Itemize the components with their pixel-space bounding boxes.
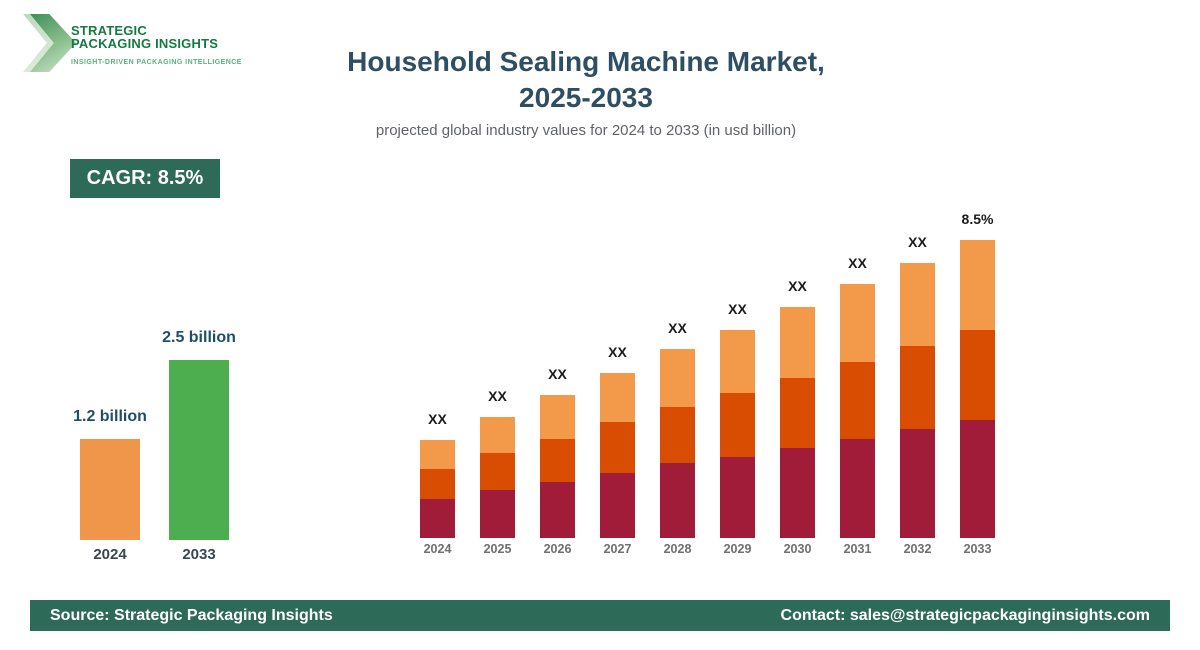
stacked-axis-year-label: 2027	[603, 542, 632, 556]
stacked-axis-year-label: 2026	[543, 542, 572, 556]
stacked-bar-2033-segment-top	[960, 240, 995, 330]
stacked-bar-2032-segment-bottom	[900, 429, 935, 538]
stacked-axis-year-label: 2024	[423, 542, 452, 556]
stacked-bar-2033-segment-bottom	[960, 420, 995, 538]
stacked-axis-year-label: 2033	[963, 542, 992, 556]
stacked-bar-2026-segment-middle	[540, 439, 575, 482]
footer-bar: Source: Strategic Packaging Insights Con…	[30, 600, 1170, 631]
stacked-bar-top-label: XX	[608, 344, 627, 360]
stacked-bar-2026-segment-top	[540, 395, 575, 439]
stacked-bar-top-label: XX	[848, 255, 867, 271]
stacked-bar-2027-segment-middle	[600, 422, 635, 473]
header-block: Household Sealing Machine Market, 2025-2…	[347, 44, 825, 139]
stacked-axis-year-label: 2025	[483, 542, 512, 556]
stacked-bar-2033-segment-middle	[960, 330, 995, 420]
stacked-bar-2024-segment-middle	[420, 469, 455, 499]
mini-axis-year-label: 2033	[182, 546, 216, 563]
stacked-bar-2032-segment-top	[900, 263, 935, 346]
stacked-bar-2028-segment-top	[660, 349, 695, 407]
stacked-bar-2029-segment-middle	[720, 393, 755, 457]
stacked-bar-2030-segment-middle	[780, 378, 815, 448]
mini-bar-value-label: 2.5 billion	[162, 329, 236, 346]
stacked-axis-year-label: 2031	[843, 542, 872, 556]
mini-bar-2033	[169, 360, 229, 540]
logo-tagline: INSIGHT-DRIVEN PACKAGING INTELLIGENCE	[71, 59, 242, 66]
stacked-bar-2031-segment-middle	[840, 362, 875, 439]
stacked-bar-2028-segment-middle	[660, 407, 695, 463]
stacked-bar-2025-segment-top	[480, 417, 515, 453]
stacked-bar-top-label: XX	[548, 366, 567, 382]
stacked-bar-top-label: XX	[488, 388, 507, 404]
stacked-bar-2029-segment-bottom	[720, 457, 755, 538]
stacked-bar-2031-segment-bottom	[840, 439, 875, 538]
stacked-bar-2029-segment-top	[720, 330, 755, 393]
page-subtitle: projected global industry values for 202…	[375, 122, 797, 139]
stacked-bar-2030-segment-top	[780, 307, 815, 378]
logo-chevron-icon	[23, 14, 76, 72]
logo-name-line1: STRATEGIC	[71, 23, 147, 38]
stacked-bar-2030-segment-bottom	[780, 448, 815, 538]
stacked-axis-year-label: 2028	[663, 542, 692, 556]
stacked-bar-2028-segment-bottom	[660, 463, 695, 538]
stacked-bar-2027-segment-top	[600, 373, 635, 422]
stacked-bar-top-label: XX	[788, 278, 807, 294]
stacked-axis-year-label: 2029	[723, 542, 752, 556]
footer-source: Source: Strategic Packaging Insights	[50, 606, 333, 624]
stacked-bar-2032-segment-middle	[900, 346, 935, 429]
stacked-axis-year-label: 2032	[903, 542, 932, 556]
stacked-bar-top-label: XX	[728, 301, 747, 317]
cagr-badge: CAGR: 8.5%	[70, 159, 220, 198]
mini-bar-2024	[80, 439, 140, 540]
stacked-bar-2024-segment-bottom	[420, 499, 455, 538]
stacked-bar-2027-segment-bottom	[600, 473, 635, 538]
stacked-bar-2031-segment-top	[840, 284, 875, 362]
mini-bar-value-label: 1.2 billion	[73, 408, 147, 425]
page-title-line2: 2025-2033	[519, 82, 653, 113]
stacked-bar-2026-segment-bottom	[540, 482, 575, 538]
stacked-bar-2025-segment-middle	[480, 453, 515, 490]
stacked-bar-top-label: XX	[668, 320, 687, 336]
stacked-bar-2024-segment-top	[420, 440, 455, 469]
stacked-bar-top-label: 8.5%	[961, 211, 994, 227]
footer-contact: Contact: sales@strategicpackaginginsight…	[780, 606, 1150, 624]
stacked-bar-2025-segment-bottom	[480, 490, 515, 538]
mini-axis-year-label: 2024	[93, 546, 127, 563]
logo-name-line2: PACKAGING INSIGHTS	[71, 36, 219, 51]
stacked-axis-year-label: 2030	[783, 542, 812, 556]
stacked-bar-top-label: XX	[428, 411, 447, 427]
stacked-bar-top-label: XX	[908, 234, 927, 250]
page-title-line1: Household Sealing Machine Market,	[347, 46, 825, 77]
